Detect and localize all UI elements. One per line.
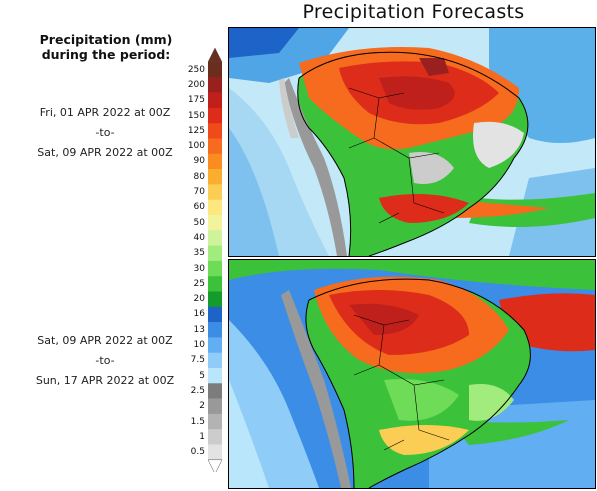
colorbar-tick-label: 150 [187,110,205,121]
colorbar-under-arrow [207,459,223,472]
colorbar-tick-label: 30 [193,263,205,274]
period-1: Fri, 01 APR 2022 at 00Z -to- Sat, 09 APR… [0,103,210,163]
colorbar-swatch [208,383,222,399]
colorbar-swatch [208,245,222,262]
colorbar-tick-label: 0.5 [190,447,205,458]
colorbar-swatch [208,107,222,124]
period-2: Sat, 09 APR 2022 at 00Z -to- Sun, 17 APR… [0,331,210,391]
colorbar-tick-label: 16 [193,309,205,320]
colorbar-tick-label: 13 [193,324,205,335]
colorbar-tick-label: 35 [193,248,205,259]
period-1-end: Sat, 09 APR 2022 at 00Z [37,146,173,159]
colorbar-swatch [208,260,222,277]
colorbar-tick-label: 100 [187,141,205,152]
colorbar-swatch [208,62,222,78]
period-2-sep: -to- [95,354,115,367]
colorbar-tick-label: 10 [193,340,205,351]
colorbar-swatch [208,199,222,216]
colorbar-swatch [208,123,222,139]
colorbar-swatch [208,92,222,109]
colorbar-swatch [208,169,222,185]
legend-title-line1: Precipitation (mm) [39,32,173,47]
colorbar-tick-label: 80 [193,171,205,182]
colorbar-swatch [208,322,222,338]
colorbar-swatch [208,306,222,323]
colorbar-tick-label: 125 [187,125,205,136]
colorbar-tick-label: 1.5 [190,416,205,427]
colorbar-tick-label: 60 [193,202,205,213]
colorbar-tick-label: 2 [199,401,205,412]
colorbar-tick-label: 70 [193,187,205,198]
colorbar-tick-label: 20 [193,294,205,305]
colorbar-swatch [208,337,222,353]
colorbar-swatch [208,291,222,308]
period-2-end: Sun, 17 APR 2022 at 00Z [35,374,175,387]
colorbar-swatch [208,368,222,384]
legend-title: Precipitation (mm) during the period: [8,32,204,62]
forecast-map-period-2 [228,259,596,489]
page-title: Precipitation Forecasts [302,1,525,23]
colorbar-swatch [208,444,222,461]
colorbar-swatch [208,429,222,445]
colorbar-swatch [208,184,222,200]
colorbar-swatch [208,398,222,415]
colorbar-over-arrow [207,48,223,63]
colorbar-swatch [208,77,222,93]
colorbar-swatch [208,352,222,369]
colorbar-tick-label: 25 [193,278,205,289]
legend-title-line2: during the period: [41,47,171,62]
colorbar-swatch [208,138,222,155]
colorbar-tick-label: 5 [199,370,205,381]
colorbar-tick-label: 2.5 [190,385,205,396]
colorbar-tick-label: 175 [187,95,205,106]
colorbar-tick-label: 90 [193,156,205,167]
colorbar-tick-label: 250 [187,64,205,75]
colorbar [207,48,223,472]
colorbar-tick-label: 7.5 [190,355,205,366]
colorbar-swatch [208,153,222,170]
colorbar-tick-label: 40 [193,232,205,243]
forecast-map-period-1 [228,27,596,257]
period-2-start: Sat, 09 APR 2022 at 00Z [37,334,173,347]
colorbar-tick-label: 50 [193,217,205,228]
period-1-sep: -to- [95,126,115,139]
colorbar-tick-label: 200 [187,79,205,90]
colorbar-swatch [208,230,222,246]
colorbar-swatch [208,215,222,231]
colorbar-swatch [208,413,222,430]
colorbar-swatch [208,276,222,292]
colorbar-tick-label: 1 [199,431,205,442]
period-1-start: Fri, 01 APR 2022 at 00Z [39,106,171,119]
